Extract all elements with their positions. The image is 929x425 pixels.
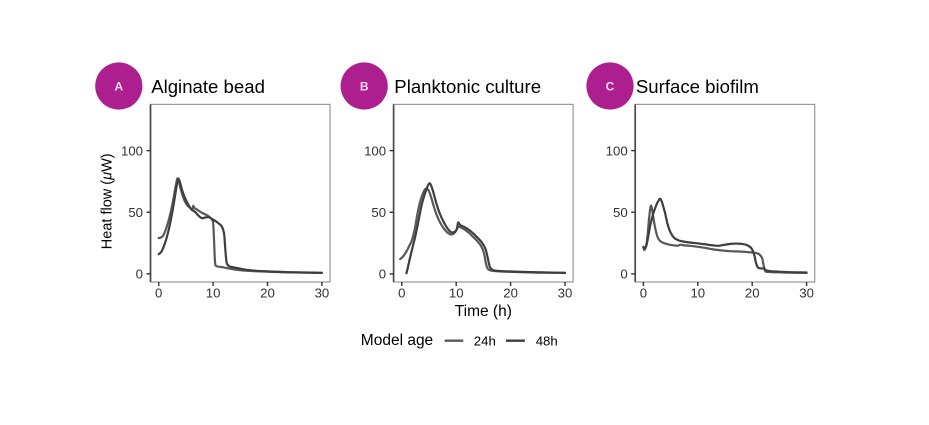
svg-text:30: 30 (558, 285, 573, 300)
svg-text:100: 100 (121, 143, 143, 158)
svg-text:24h: 24h (474, 333, 496, 348)
svg-text:50: 50 (371, 205, 386, 220)
svg-text:10: 10 (206, 285, 221, 300)
svg-text:0: 0 (136, 267, 143, 282)
svg-text:Heat flow (μW): Heat flow (μW) (100, 153, 116, 249)
svg-text:50: 50 (613, 205, 628, 220)
svg-text:100: 100 (364, 143, 386, 158)
svg-text:B: B (360, 80, 369, 94)
svg-text:0: 0 (398, 285, 405, 300)
svg-text:Model age: Model age (361, 332, 433, 349)
svg-text:0: 0 (620, 267, 627, 282)
svg-text:48h: 48h (536, 333, 558, 348)
svg-text:30: 30 (315, 285, 330, 300)
svg-text:100: 100 (606, 143, 628, 158)
svg-text:20: 20 (260, 285, 275, 300)
svg-text:0: 0 (640, 285, 647, 300)
svg-text:50: 50 (128, 205, 143, 220)
svg-text:Time (h): Time (h) (455, 303, 512, 320)
svg-text:10: 10 (449, 285, 464, 300)
svg-text:20: 20 (503, 285, 518, 300)
svg-text:Surface biofilm: Surface biofilm (636, 76, 759, 97)
svg-text:10: 10 (690, 285, 705, 300)
svg-text:A: A (114, 80, 123, 94)
svg-text:C: C (606, 80, 615, 94)
svg-text:30: 30 (799, 285, 814, 300)
svg-text:Alginate bead: Alginate bead (151, 76, 265, 97)
svg-text:0: 0 (155, 285, 162, 300)
svg-text:20: 20 (745, 285, 760, 300)
svg-text:Planktonic culture: Planktonic culture (394, 76, 541, 97)
svg-text:0: 0 (379, 267, 386, 282)
